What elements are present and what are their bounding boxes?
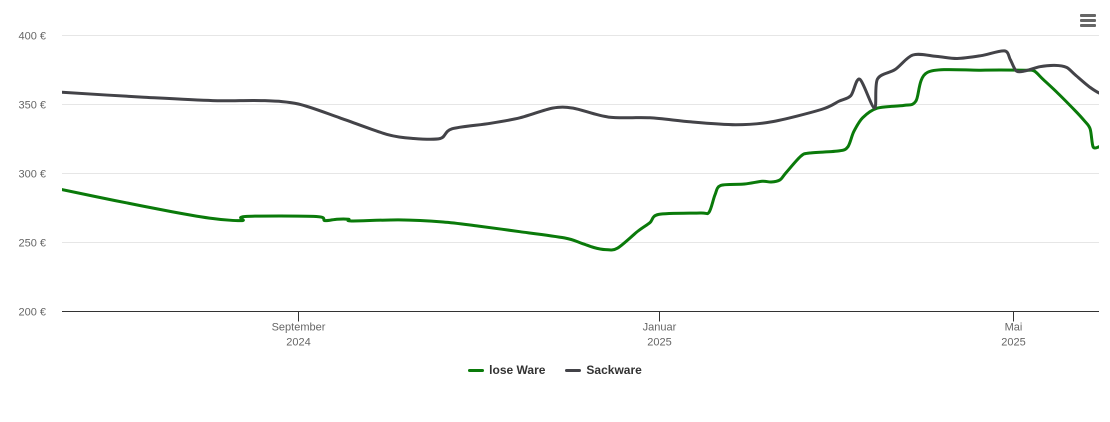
y-tick-label: 300 € [18,169,46,181]
series-line-sackware [62,49,1099,141]
x-tick-label: Januar [643,322,677,334]
legend-item-lose-ware[interactable]: lose Ware [468,363,545,377]
x-tick-label: September [272,322,326,334]
y-tick-label: 400 € [18,31,46,43]
series-line-lose-ware [62,68,1099,252]
x-tick-year-label: 2025 [647,337,671,349]
menu-bar [1080,14,1096,17]
grid-lines [62,35,1099,243]
chart-legend: lose Ware Sackware [0,363,1110,377]
chart-menu-hamburger-icon[interactable] [1076,10,1100,32]
legend-label: Sackware [586,363,642,377]
legend-swatch [468,368,485,372]
x-tick-label: Mai [1005,322,1023,334]
y-tick-label: 250 € [18,238,46,250]
y-tick-label: 200 € [18,307,46,319]
legend-item-sackware[interactable]: Sackware [565,363,642,377]
series-lines [62,49,1099,252]
x-tick-year-label: 2025 [1001,337,1025,349]
y-axis: 400 € 350 € 300 € 250 € 200 € [18,31,46,319]
menu-bar [1080,24,1096,27]
x-tick-year-label: 2024 [286,337,310,349]
y-tick-label: 350 € [18,100,46,112]
menu-bar [1080,19,1096,22]
x-axis: September 2024 Januar 2025 Mai 2025 [62,311,1099,349]
legend-label: lose Ware [489,363,546,377]
legend-swatch [565,368,582,372]
